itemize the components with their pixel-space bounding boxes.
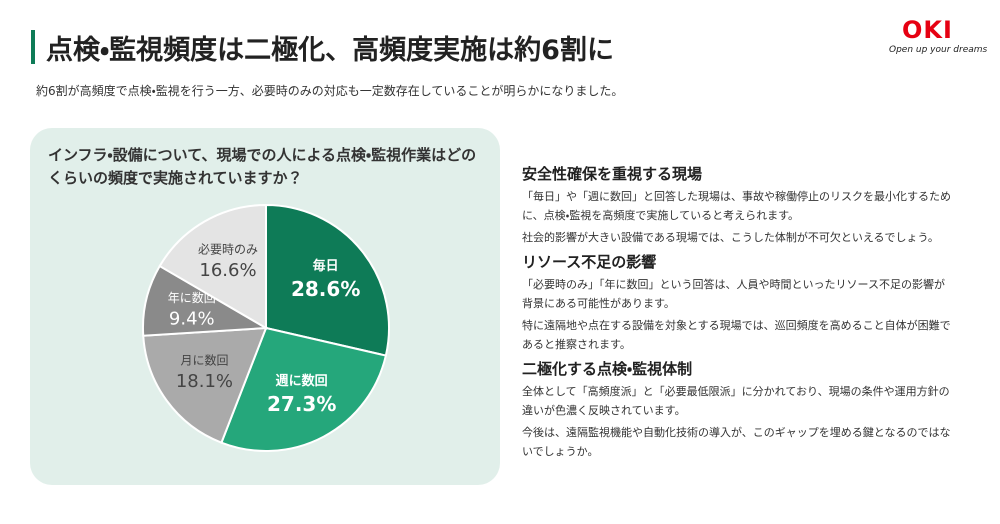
- slice-value: 16.6%: [199, 260, 256, 281]
- section-text: 「必要時のみ」「年に数回」という回答は、人員や時間といったリソース不足の影響が背…: [522, 278, 945, 310]
- slice-category: 年に数回: [168, 290, 216, 305]
- chart-title: インフラ・設備について、現場での人による点検・監視作業はどのくらいの頻度で実施さ…: [48, 146, 477, 187]
- section: リソース不足の影響「必要時のみ」「年に数回」という回答は、人員や時間といったリソ…: [522, 251, 952, 354]
- slide-title: 点検・監視頻度は二極化、高頻度実施は約6割に: [46, 35, 614, 66]
- pie-slice: [142, 326, 268, 444]
- slice-category: 月に数回: [180, 353, 228, 368]
- section: 安全性確保を重視する現場「毎日」や「週に数回」と回答した現場は、事故や稼働停止の…: [522, 163, 952, 247]
- section-text: 特に遠隔地や点在する設備を対象とする現場では、巡回頻度を高めること自体が困難であ…: [522, 319, 951, 351]
- commentary: 安全性確保を重視する現場「毎日」や「週に数回」と回答した現場は、事故や稼働停止の…: [522, 163, 952, 465]
- section-heading: 安全性確保を重視する現場: [522, 165, 703, 183]
- slice-category: 週に数回: [276, 373, 328, 389]
- section-heading: リソース不足の影響: [522, 253, 657, 271]
- chart-panel: インフラ・設備について、現場での人による点検・監視作業はどのくらいの頻度で実施さ…: [30, 128, 500, 485]
- slice-value: 9.4%: [169, 308, 215, 329]
- pie-slice: [158, 203, 267, 330]
- section-heading: 二極化する点検・監視体制: [522, 360, 693, 378]
- title-accent: [31, 30, 35, 64]
- tagline: Open up your dreams: [889, 45, 988, 55]
- slice-value: 28.6%: [291, 277, 360, 301]
- slice-value: 27.3%: [267, 392, 336, 416]
- section: 二極化する点検・監視体制全体として「高頻度派」と「必要最低限派」に分かれており、…: [522, 358, 952, 461]
- pie-chart: 毎日 28.6% 週に数回 27.3% 月に数回 18.1% 年に数回 9.4% 必要時のみ 16…: [142, 203, 390, 452]
- slice-category: 毎日: [313, 258, 339, 274]
- slice-category: 必要時のみ: [198, 242, 258, 256]
- section-text: 今後は、遠隔監視機能や自動化技術の導入が、このギャップを埋める鍵となるのではない…: [522, 426, 951, 458]
- pie-slice: [265, 203, 390, 357]
- pie-slice: [220, 326, 388, 452]
- slice-value: 18.1%: [176, 371, 233, 392]
- logo: OKI: [902, 16, 953, 44]
- section-text: 社会的影響が大きい設備である現場では、こうした体制が不可欠といえるでしょう。: [522, 231, 939, 244]
- section-text: 「毎日」や「週に数回」と回答した現場は、事故や稼働停止のリスクを最小化するために…: [522, 190, 951, 222]
- slide-subtitle: 約6割が高頻度で点検・監視を行う一方、必要時のみの対応も一定数存在していることが…: [36, 84, 624, 98]
- section-text: 全体として「高頻度派」と「必要最低限派」に分かれており、現場の条件や運用方針の違…: [522, 385, 950, 417]
